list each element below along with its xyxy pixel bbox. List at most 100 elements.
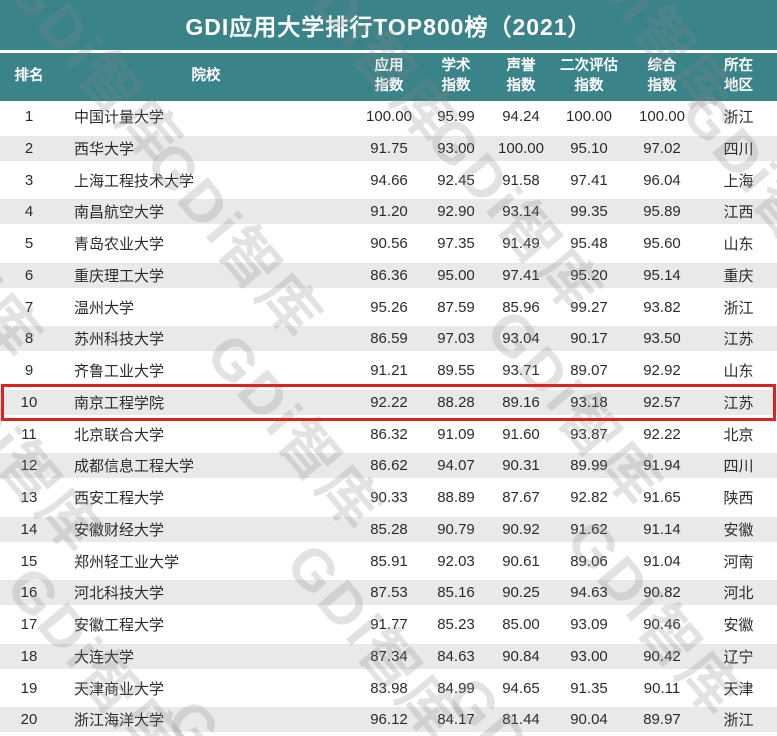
applied-index-cell: 94.66 [370, 171, 408, 189]
academic-index-cell: 88.89 [437, 489, 475, 507]
applied-index-cell: 91.21 [370, 362, 408, 380]
table-row: 20 浙江海洋大学 96.12 84.17 81.44 90.04 89.97 … [0, 704, 777, 736]
region-cell: 山东 [723, 363, 754, 381]
applied-index-cell: 86.59 [370, 330, 408, 348]
university-name-cell: 西安工程大学 [74, 490, 165, 508]
applied-index-cell: 87.53 [370, 584, 408, 602]
applied-index-cell: 92.22 [370, 393, 408, 411]
title-bar: GDI应用大学排行TOP800榜（2021） [0, 0, 777, 53]
table-row: 14 安徽财经大学 85.28 90.79 90.92 91.62 91.14 … [0, 513, 777, 546]
secondary-eval-index-cell: 91.35 [570, 679, 608, 697]
rank-cell: 15 [20, 552, 38, 570]
col-header-academic-index: 学术 指数 [441, 58, 471, 94]
university-name-cell: 北京联合大学 [74, 426, 165, 444]
region-cell: 江苏 [723, 394, 754, 412]
region-cell: 山东 [723, 236, 754, 254]
table-row: 11 北京联合大学 86.32 91.09 91.60 93.87 92.22 … [0, 418, 777, 451]
academic-index-cell: 92.90 [437, 203, 475, 221]
composite-index-cell: 90.11 [643, 679, 681, 697]
table-row: 17 安徽工程大学 91.77 85.23 85.00 93.09 90.46 … [0, 609, 777, 641]
secondary-eval-index-cell: 94.63 [570, 584, 608, 602]
column-header-row: 排名 院校 应用 指数 学术 指数 声誉 指数 二次评估 指数 综合 指数 所在… [0, 53, 777, 101]
applied-index-cell: 83.98 [370, 679, 408, 697]
university-name-cell: 成都信息工程大学 [74, 458, 195, 476]
academic-index-cell: 84.63 [437, 647, 475, 665]
academic-index-cell: 89.55 [437, 362, 475, 380]
academic-index-cell: 92.03 [437, 552, 475, 570]
region-cell: 陕西 [723, 490, 754, 508]
reputation-index-cell: 85.00 [502, 616, 540, 634]
rank-cell: 3 [24, 171, 34, 189]
table-row: 15 郑州轻工业大学 85.91 92.03 90.61 89.06 91.04… [0, 545, 777, 578]
region-cell: 四川 [723, 458, 754, 476]
academic-index-cell: 87.59 [437, 298, 475, 316]
academic-index-cell: 92.45 [437, 171, 475, 189]
university-name-cell: 河北科技大学 [74, 585, 165, 603]
composite-index-cell: 91.04 [643, 552, 681, 570]
applied-index-cell: 100.00 [366, 108, 412, 126]
secondary-eval-index-cell: 99.35 [570, 203, 608, 221]
composite-index-cell: 92.92 [643, 362, 681, 380]
rank-cell: 2 [24, 139, 34, 157]
table-row: 1 中国计量大学 100.00 95.99 94.24 100.00 100.0… [0, 101, 777, 133]
region-cell: 天津 [723, 680, 754, 698]
applied-index-cell: 85.28 [370, 520, 408, 538]
region-cell: 四川 [723, 140, 754, 158]
university-name-cell: 浙江海洋大学 [74, 712, 165, 730]
academic-index-cell: 95.99 [437, 108, 475, 126]
university-name-cell: 温州大学 [74, 299, 135, 317]
academic-index-cell: 97.03 [437, 330, 475, 348]
composite-index-cell: 100.00 [639, 108, 685, 126]
university-name-cell: 南京工程学院 [74, 394, 165, 412]
applied-index-cell: 96.12 [370, 711, 408, 729]
rank-cell: 8 [24, 330, 34, 348]
rank-cell: 19 [20, 679, 38, 697]
region-cell: 上海 [723, 172, 754, 190]
rank-cell: 18 [20, 647, 38, 665]
academic-index-cell: 94.07 [437, 457, 475, 475]
region-cell: 河南 [723, 553, 754, 571]
secondary-eval-index-cell: 89.99 [570, 457, 608, 475]
secondary-eval-index-cell: 95.20 [570, 266, 608, 284]
reputation-index-cell: 87.67 [502, 489, 540, 507]
reputation-index-cell: 90.61 [502, 552, 540, 570]
reputation-index-cell: 97.41 [502, 266, 540, 284]
reputation-index-cell: 91.49 [502, 235, 540, 253]
region-cell: 重庆 [723, 267, 754, 285]
rank-cell: 13 [20, 489, 38, 507]
reputation-index-cell: 91.60 [502, 425, 540, 443]
reputation-index-cell: 90.25 [502, 584, 540, 602]
col-header-reputation-index: 声誉 指数 [506, 58, 536, 94]
applied-index-cell: 86.36 [370, 266, 408, 284]
rank-cell: 9 [24, 362, 34, 380]
composite-index-cell: 95.89 [643, 203, 681, 221]
secondary-eval-index-cell: 99.27 [570, 298, 608, 316]
region-cell: 安徽 [723, 521, 754, 539]
secondary-eval-index-cell: 93.18 [570, 393, 608, 411]
academic-index-cell: 93.00 [437, 139, 475, 157]
secondary-eval-index-cell: 97.41 [570, 171, 608, 189]
table-row: 16 河北科技大学 87.53 85.16 90.25 94.63 90.82 … [0, 577, 777, 609]
region-cell: 辽宁 [723, 648, 754, 666]
reputation-index-cell: 89.16 [502, 393, 540, 411]
composite-index-cell: 92.57 [643, 393, 681, 411]
university-name-cell: 苏州科技大学 [74, 331, 165, 349]
region-cell: 江西 [723, 204, 754, 222]
academic-index-cell: 88.28 [437, 393, 475, 411]
composite-index-cell: 93.82 [643, 298, 681, 316]
col-header-university: 院校 [191, 68, 221, 85]
table-row: 2 西华大学 91.75 93.00 100.00 95.10 97.02 四川 [0, 132, 777, 165]
applied-index-cell: 91.77 [370, 616, 408, 634]
rank-cell: 7 [24, 298, 34, 316]
applied-index-cell: 87.34 [370, 647, 408, 665]
table-row: 12 成都信息工程大学 86.62 94.07 90.31 89.99 91.9… [0, 450, 777, 482]
university-name-cell: 西华大学 [74, 140, 135, 158]
col-header-region: 所在 地区 [724, 58, 753, 94]
secondary-eval-index-cell: 90.04 [570, 711, 608, 729]
secondary-eval-index-cell: 90.17 [570, 330, 608, 348]
university-name-cell: 重庆理工大学 [74, 267, 165, 285]
rank-cell: 16 [20, 584, 38, 602]
academic-index-cell: 84.17 [437, 711, 475, 729]
secondary-eval-index-cell: 100.00 [566, 108, 612, 126]
reputation-index-cell: 90.84 [502, 647, 540, 665]
